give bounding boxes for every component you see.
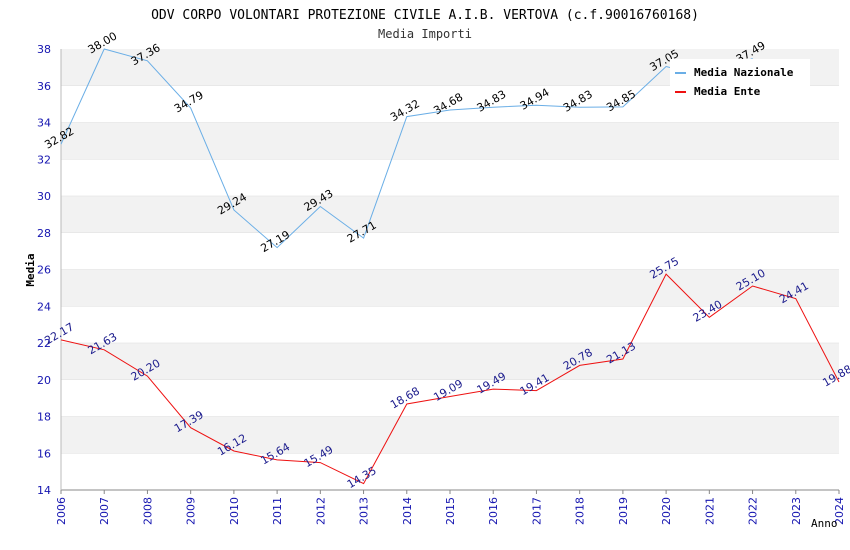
x-tick-label: 2021	[703, 497, 716, 525]
y-tick-label: 30	[37, 190, 51, 203]
data-label: 14.35	[345, 464, 379, 491]
chart-subtitle: Media Importi	[378, 27, 472, 41]
x-tick-label: 2010	[228, 497, 241, 525]
data-label: 34.83	[561, 88, 595, 115]
y-tick-label: 38	[37, 43, 51, 56]
x-tick-label: 2015	[444, 497, 457, 525]
grid-band	[61, 416, 839, 454]
series-lines	[60, 48, 840, 485]
legend: Media Nazionale Media Ente	[670, 59, 810, 101]
series-line-0	[60, 48, 753, 249]
y-tick-label: 32	[37, 153, 51, 166]
y-tick-label: 16	[37, 447, 51, 460]
series-line-1	[60, 273, 840, 485]
grid-band	[61, 122, 839, 160]
x-tick-label: 2020	[660, 497, 673, 525]
y-tick-label: 14	[37, 484, 51, 497]
data-label: 34.94	[518, 86, 552, 113]
x-tick-label: 2006	[55, 497, 68, 525]
x-tick-label: 2018	[574, 497, 587, 525]
grid-band	[61, 196, 839, 233]
x-tick-label: 2013	[358, 497, 371, 525]
x-tick-label: 2009	[185, 497, 198, 525]
x-tick-label: 2017	[530, 497, 543, 525]
y-axis-label: Media	[24, 253, 37, 286]
x-tick-label: 2007	[98, 497, 111, 525]
y-tick-label: 20	[37, 374, 51, 387]
y-tick-label: 18	[37, 411, 51, 424]
x-tick-label: 2024	[833, 497, 846, 525]
x-axis-label: Anno	[811, 517, 838, 530]
x-tick-label: 2011	[271, 497, 284, 525]
y-tick-label: 34	[37, 117, 51, 130]
legend-label-ente: Media Ente	[694, 85, 761, 98]
x-tick-label: 2023	[790, 497, 803, 525]
data-label: 34.83	[475, 88, 509, 115]
data-label: 34.32	[388, 97, 422, 124]
x-tick-label: 2014	[401, 497, 414, 525]
data-label: 34.85	[604, 87, 638, 114]
y-tick-label: 24	[37, 300, 51, 313]
y-tick-label: 28	[37, 227, 51, 240]
data-label: 34.68	[431, 90, 465, 117]
legend-label-nazionale: Media Nazionale	[694, 66, 794, 79]
legend-box	[670, 59, 810, 101]
grid-band	[61, 343, 839, 380]
chart-title: ODV CORPO VOLONTARI PROTEZIONE CIVILE A.…	[151, 8, 699, 23]
y-tick-label: 26	[37, 264, 51, 277]
x-tick-label: 2008	[141, 497, 154, 525]
grid-band	[61, 269, 839, 307]
data-label: 19.09	[431, 377, 465, 404]
y-tick-label: 22	[37, 337, 51, 350]
y-tick-label: 36	[37, 80, 51, 93]
x-tick-label: 2016	[487, 497, 500, 525]
x-tick-label: 2012	[314, 497, 327, 525]
x-tick-label: 2022	[747, 497, 760, 525]
x-tick-label: 2019	[617, 497, 630, 525]
